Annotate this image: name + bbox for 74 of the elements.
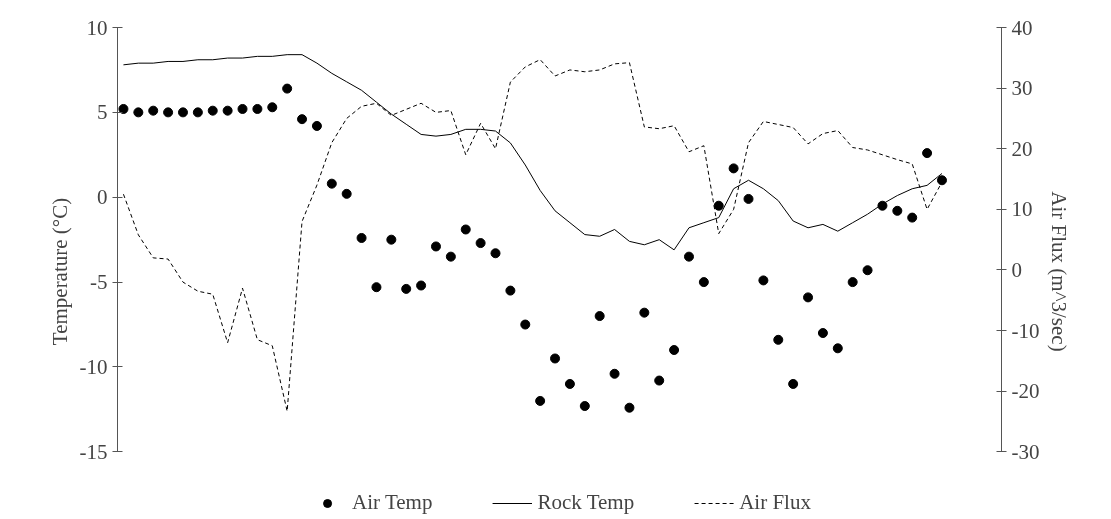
point [326,178,337,189]
point [788,378,799,389]
point [550,353,561,364]
point [356,232,367,243]
point [282,83,293,94]
point [460,224,471,235]
point [252,103,263,114]
point [594,311,605,322]
point [297,114,308,125]
point [773,334,784,345]
y-axis-title: Temperature (°C) [47,197,72,346]
y-tick-label: 10 [86,15,108,40]
point [936,175,947,186]
point [505,285,516,296]
point [177,107,188,118]
point [163,107,174,118]
legend-label: Rock Temp [537,490,635,515]
point [430,241,441,252]
point [311,120,322,131]
point [892,205,903,216]
point [148,105,159,116]
y2-tick-label: -20 [1011,379,1040,404]
point [341,188,352,199]
point [267,102,278,113]
point [475,238,486,249]
point [401,283,412,294]
y2-axis-title: Air Flux (m^3/sec) [1047,191,1072,352]
point [237,103,248,114]
y2-tick-label: -10 [1011,318,1040,343]
y-tick-label: 0 [97,185,108,210]
point [564,378,575,389]
point [371,282,382,293]
point [832,343,843,354]
point [416,280,427,291]
point [817,328,828,339]
point [639,307,650,318]
point [698,277,709,288]
point [490,248,501,259]
point [624,402,635,413]
legend-label: Air Flux [739,490,811,515]
point [579,401,590,412]
point [386,234,397,245]
y2-tick-label: 20 [1011,136,1033,161]
y2-tick-label: 40 [1011,15,1033,40]
y-tick-label: -10 [79,354,108,379]
point [669,345,680,355]
point [118,103,129,114]
legend-label: Air Temp [352,490,433,515]
point [713,200,724,211]
y2-tick-label: -30 [1011,439,1040,464]
point [922,148,933,159]
point [803,292,814,303]
point [222,105,233,116]
point [907,212,918,223]
y2-tick-label: 30 [1011,76,1033,101]
point [520,319,531,330]
y-tick-label: 5 [97,100,108,125]
point [207,105,218,116]
point [535,395,546,406]
point [862,265,873,276]
y2-tick-label: 0 [1011,257,1022,282]
y-tick-label: -15 [79,439,108,464]
point [445,251,456,262]
point [758,275,769,286]
point [609,368,620,379]
point [728,163,739,174]
point [192,107,203,118]
y-tick-label: -5 [90,270,108,295]
point [847,277,858,288]
point [743,193,754,204]
point [654,375,665,386]
point [683,251,694,262]
y2-tick-label: 10 [1011,197,1033,222]
point [133,107,144,118]
